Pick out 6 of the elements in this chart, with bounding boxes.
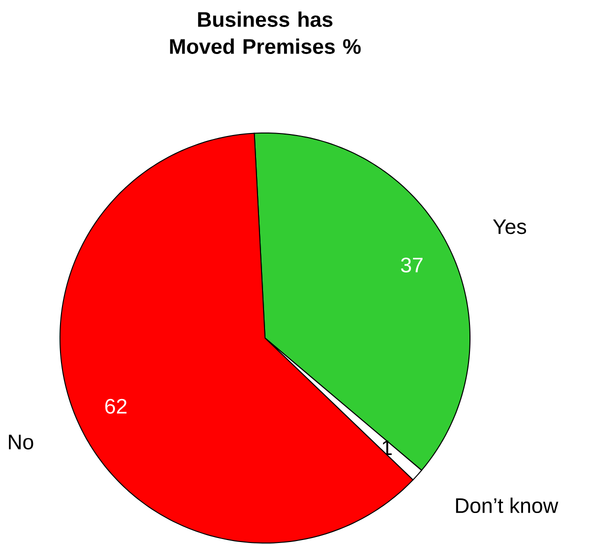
slice-label: Yes [493,219,526,234]
chart-title: Business has Moved Premises % [170,12,361,54]
data-label: 62 [105,398,126,414]
data-label: 37 [401,258,423,273]
slice-label: No [8,434,34,450]
slice-label: Don’t know [456,498,558,514]
